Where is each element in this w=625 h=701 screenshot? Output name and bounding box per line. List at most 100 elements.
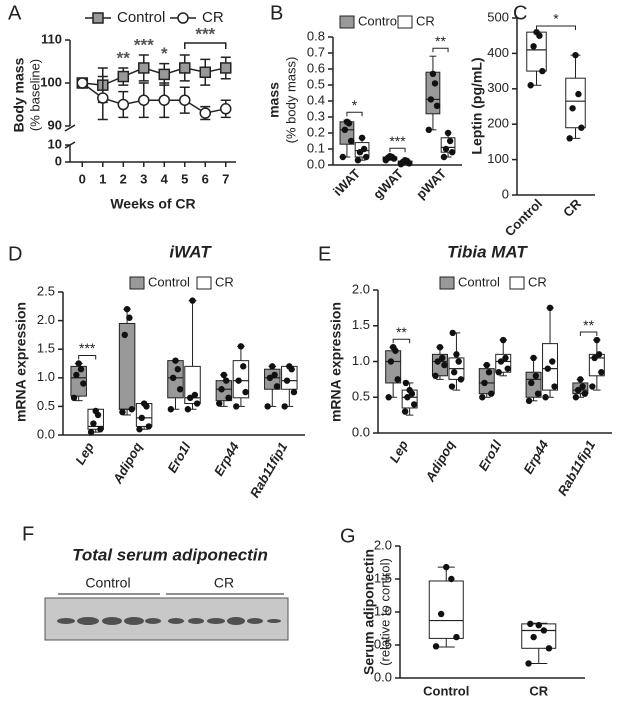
data-point xyxy=(444,129,452,137)
box xyxy=(428,580,464,639)
data-point xyxy=(546,304,554,312)
x-tick-label: 6 xyxy=(202,171,209,186)
data-point xyxy=(579,383,586,390)
y-tick-label: 500 xyxy=(487,9,509,24)
marker xyxy=(199,107,212,119)
marker xyxy=(199,66,212,78)
data-point xyxy=(341,126,349,133)
y-tick-label: 100 xyxy=(487,151,509,166)
data-point xyxy=(389,344,397,351)
data-point xyxy=(406,386,413,394)
legend-label: Control xyxy=(458,274,500,289)
data-point xyxy=(593,336,601,344)
panel-letter: A xyxy=(8,2,22,24)
data-point xyxy=(410,401,418,408)
panel-letter: F xyxy=(22,523,34,545)
data-point xyxy=(126,314,133,321)
data-point xyxy=(448,575,455,583)
legend-swatch xyxy=(129,276,145,290)
y-axis-label: Body mass xyxy=(11,57,27,132)
data-point xyxy=(453,351,460,358)
x-tick-label: Lep xyxy=(386,438,411,466)
significance-label: ** xyxy=(396,324,407,340)
significance-bracket xyxy=(184,42,227,50)
data-point xyxy=(385,394,392,401)
legend-label: CR xyxy=(202,9,224,26)
x-tick-label: Adipoq xyxy=(109,440,145,487)
x-tick-label: 1 xyxy=(99,171,106,186)
legend-swatch xyxy=(339,15,355,29)
significance-bracket xyxy=(579,331,598,337)
data-point xyxy=(575,90,582,98)
data-point xyxy=(343,118,351,126)
significance-bracket xyxy=(389,147,406,153)
y-tick-label: 0.3 xyxy=(307,108,325,123)
data-point xyxy=(223,377,230,384)
data-point xyxy=(97,426,104,433)
data-point xyxy=(429,70,437,78)
data-point xyxy=(432,643,440,650)
x-tick-label: Lep xyxy=(72,440,97,468)
y-tick-label: 1.5 xyxy=(374,570,392,585)
data-point xyxy=(401,157,409,164)
y-tick-label: 0 xyxy=(55,153,62,168)
y-tick-label: 90 xyxy=(48,117,62,132)
data-point xyxy=(578,124,585,131)
data-point xyxy=(87,428,95,436)
data-point xyxy=(77,366,85,373)
data-point xyxy=(216,400,223,407)
data-point xyxy=(184,406,192,413)
significance-label: *** xyxy=(195,25,215,44)
data-point xyxy=(193,400,201,407)
data-point xyxy=(535,622,542,629)
box xyxy=(521,623,557,649)
y-tick-label: 1.0 xyxy=(374,603,392,618)
y-tick-label: 2.0 xyxy=(37,312,55,327)
data-point xyxy=(534,390,542,397)
y-tick-label: 100 xyxy=(40,74,62,89)
data-point xyxy=(402,379,410,387)
y-tick-label: 0.4 xyxy=(307,92,325,107)
data-point xyxy=(273,383,281,390)
y-axis-label: mass xyxy=(266,82,282,118)
legend-label: CR xyxy=(215,274,234,289)
x-tick-label: gWAT xyxy=(370,166,406,202)
y-tick-label: 2.0 xyxy=(374,537,392,552)
y-tick-label: 0.1 xyxy=(307,140,325,155)
y-tick-label: 0.5 xyxy=(374,636,392,651)
x-tick-label: CR xyxy=(529,683,548,698)
x-tick-label: Erp44 xyxy=(211,439,242,478)
data-point xyxy=(191,391,199,399)
data-point xyxy=(176,386,184,393)
data-point xyxy=(387,358,395,365)
data-point xyxy=(485,369,493,376)
data-point xyxy=(551,383,558,390)
x-tick-label: CR xyxy=(560,196,584,220)
y-tick-label: 0 xyxy=(502,186,509,201)
x-tick-label: iWAT xyxy=(330,166,363,199)
x-tick-label: pWAT xyxy=(413,166,449,202)
data-point xyxy=(225,394,232,402)
data-point xyxy=(457,376,465,383)
data-point xyxy=(439,354,446,362)
data-point xyxy=(577,376,584,383)
data-point xyxy=(453,633,460,641)
data-point xyxy=(283,377,291,384)
data-point xyxy=(533,28,540,36)
marker xyxy=(76,77,89,89)
significance-label: ** xyxy=(435,33,446,49)
data-point xyxy=(540,627,548,634)
data-point xyxy=(455,358,462,365)
data-point xyxy=(442,145,450,153)
data-point xyxy=(425,126,433,133)
data-point xyxy=(233,403,240,410)
data-point xyxy=(448,383,456,390)
data-point xyxy=(591,354,598,362)
significance-bracket xyxy=(432,47,449,53)
data-point xyxy=(90,420,97,427)
y-tick-label: 200 xyxy=(487,116,509,131)
data-point xyxy=(360,145,368,153)
x-tick-label: 7 xyxy=(222,171,229,186)
y-tick-label: 1.0 xyxy=(37,369,55,384)
data-point xyxy=(433,102,441,110)
